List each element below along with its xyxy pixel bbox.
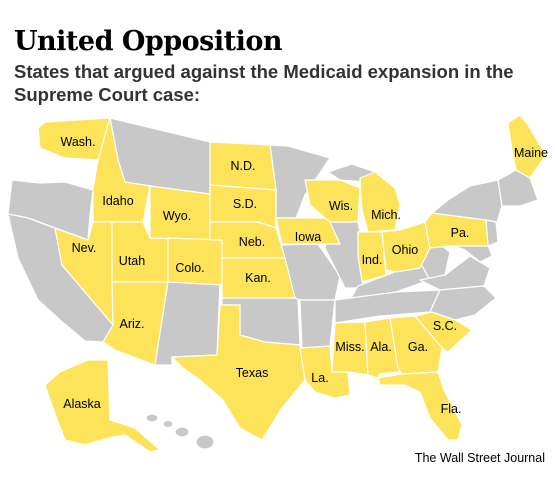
label-idaho: Idaho <box>102 194 133 208</box>
state-iowa <box>275 217 341 245</box>
label-utah: Utah <box>119 254 145 268</box>
state-alaska <box>44 359 161 453</box>
state-hawaii-2 <box>162 419 174 429</box>
label-mississippi: Miss. <box>335 340 364 354</box>
state-louisiana <box>299 345 351 399</box>
state-florida <box>377 371 463 441</box>
label-iowa: Iowa <box>295 230 321 244</box>
label-indiana: Ind. <box>362 253 383 267</box>
label-michigan: Mich. <box>371 208 401 222</box>
state-labels: Wash. Idaho Nev. Utah Ariz. Wyo. Colo. N… <box>61 135 549 416</box>
state-michigan <box>359 171 401 233</box>
map-title: United Opposition <box>14 26 282 57</box>
state-ohio <box>381 221 431 273</box>
opposing-states <box>37 114 547 453</box>
label-colorado: Colo. <box>175 261 204 275</box>
label-wisconsin: Wis. <box>329 199 353 213</box>
label-washington: Wash. <box>61 135 96 149</box>
label-kansas: Kan. <box>245 271 271 285</box>
label-florida: Fla. <box>441 402 462 416</box>
label-south-carolina: S.C. <box>433 319 457 333</box>
label-alabama: Ala. <box>370 340 392 354</box>
state-indiana <box>357 231 387 283</box>
state-maine <box>507 114 547 179</box>
label-ohio: Ohio <box>392 243 418 257</box>
label-north-dakota: N.D. <box>231 159 256 173</box>
label-nebraska: Neb. <box>239 235 265 249</box>
source-credit: The Wall Street Journal <box>414 451 545 465</box>
state-pennsylvania <box>424 212 489 249</box>
state-hawaii-4 <box>195 434 215 450</box>
map-subtitle: States that argued against the Medicaid … <box>14 61 514 105</box>
label-alaska: Alaska <box>63 397 101 411</box>
label-wyoming: Wyo. <box>163 209 191 223</box>
state-wisconsin <box>304 179 361 223</box>
us-states-map: Wash. Idaho Nev. Utah Ariz. Wyo. Colo. N… <box>7 114 549 453</box>
state-arkansas <box>299 299 336 349</box>
label-georgia: Ga. <box>408 340 428 354</box>
label-arizona: Ariz. <box>120 317 145 331</box>
state-south-carolina <box>414 311 473 353</box>
non-opposing-states <box>7 117 539 450</box>
state-mississippi <box>331 321 369 376</box>
label-maine: Maine <box>514 146 548 160</box>
label-louisiana: La. <box>311 371 328 385</box>
state-hawaii-1 <box>145 413 159 423</box>
label-pennsylvania: Pa. <box>451 226 470 240</box>
label-south-dakota: S.D. <box>233 197 257 211</box>
label-texas: Texas <box>236 366 269 380</box>
state-hawaii-3 <box>174 426 190 438</box>
state-kansas <box>221 257 296 299</box>
label-nevada: Nev. <box>72 241 97 255</box>
